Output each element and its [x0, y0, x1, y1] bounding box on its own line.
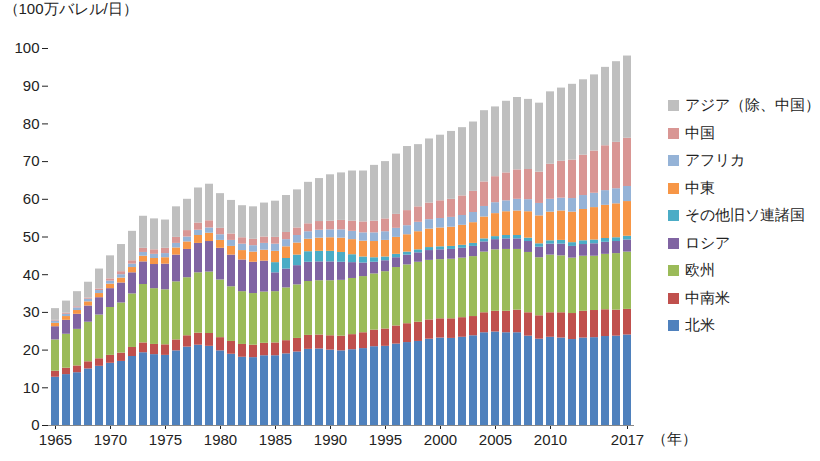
- svg-text:30: 30: [23, 303, 40, 320]
- svg-text:90: 90: [23, 77, 40, 94]
- html-text:中国: 中国: [685, 123, 715, 141]
- svg-text:1970: 1970: [94, 431, 127, 448]
- svg-text:（100万バレル/日）: （100万バレル/日）: [4, 0, 138, 17]
- html-text:中東: 中東: [685, 178, 715, 196]
- html-text:北米: 北米: [685, 316, 715, 334]
- html-text:アジア（除、中国）: アジア（除、中国）: [685, 96, 820, 114]
- html-text:ロシア: ロシア: [685, 233, 730, 251]
- svg-text:1985: 1985: [259, 431, 292, 448]
- svg-text:1990: 1990: [314, 431, 347, 448]
- svg-text:1975: 1975: [149, 431, 182, 448]
- svg-text:40: 40: [23, 266, 40, 283]
- html-text:（年）: （年）: [652, 430, 697, 447]
- svg-text:20: 20: [23, 341, 40, 358]
- svg-text:0: 0: [31, 416, 40, 434]
- svg-text:10: 10: [23, 379, 40, 396]
- svg-text:50: 50: [23, 228, 40, 245]
- html-text:中南米: 中南米: [685, 288, 730, 306]
- svg-text:1995: 1995: [369, 431, 402, 448]
- svg-text:100: 100: [14, 39, 39, 56]
- html-text:欧州: 欧州: [685, 261, 715, 279]
- svg-text:1965: 1965: [39, 431, 72, 448]
- svg-text:70: 70: [23, 152, 40, 169]
- html-text:アフリカ: アフリカ: [685, 151, 745, 169]
- svg-text:2017: 2017: [611, 431, 644, 448]
- svg-text:2005: 2005: [479, 431, 512, 448]
- svg-text:2000: 2000: [424, 431, 457, 448]
- svg-text:80: 80: [23, 115, 40, 132]
- svg-text:2010: 2010: [534, 431, 567, 448]
- svg-text:60: 60: [23, 190, 40, 207]
- svg-text:1980: 1980: [204, 431, 237, 448]
- html-text:その他旧ソ連諸国: その他旧ソ連諸国: [685, 206, 805, 224]
